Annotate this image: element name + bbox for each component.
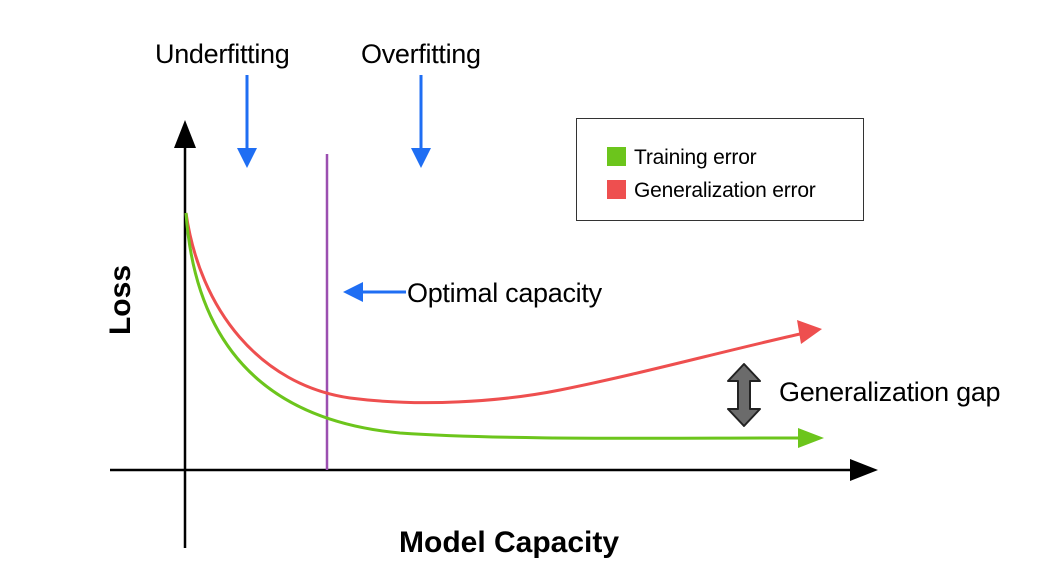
generalization-error-arrowhead: [797, 320, 822, 344]
legend-label-generalization: Generalization error: [634, 179, 816, 202]
training-error-curve: [184, 212, 801, 440]
y-axis-arrowhead: [174, 120, 196, 148]
overfitting-label: Overfitting: [361, 39, 481, 69]
generalization-gap-double-arrow: [727, 363, 761, 427]
underfitting-arrowhead: [237, 148, 257, 168]
y-axis-title: Loss: [104, 264, 137, 336]
training-error-arrowhead: [798, 428, 824, 448]
overfitting-arrowhead: [411, 148, 431, 168]
generalization-error-curve: [184, 212, 801, 405]
optimal-capacity-label: Optimal capacity: [407, 278, 602, 308]
generalization-gap-label: Generalization gap: [779, 377, 1001, 407]
optimal-capacity-arrowhead: [343, 282, 363, 302]
x-axis-title: Model Capacity: [399, 526, 620, 559]
legend: Training error Generalization error: [576, 118, 864, 221]
legend-swatch-generalization: [607, 180, 626, 199]
x-axis-arrowhead: [850, 459, 878, 481]
legend-swatch-training: [607, 147, 626, 166]
underfitting-label: Underfitting: [155, 39, 290, 69]
legend-label-training: Training error: [634, 146, 757, 169]
